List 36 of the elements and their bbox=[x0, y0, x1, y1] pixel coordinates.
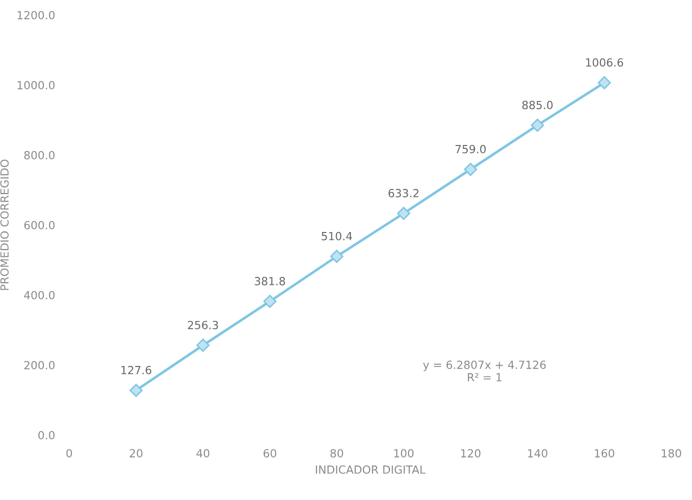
point bbox=[130, 384, 143, 397]
x-tick-label: 0 bbox=[66, 449, 72, 458]
data-label: 256.3 bbox=[188, 320, 218, 330]
point bbox=[397, 206, 410, 220]
point bbox=[530, 118, 544, 132]
data-label: 759.0 bbox=[456, 144, 486, 154]
data-label: 127.6 bbox=[121, 366, 152, 374]
x-tick-label: 160 bbox=[594, 449, 614, 458]
x-tick-label: 140 bbox=[528, 449, 548, 458]
y-axis-title: PROMEDIO CORREGIDO bbox=[0, 160, 9, 290]
x-tick-label: 40 bbox=[196, 449, 210, 458]
point bbox=[598, 76, 611, 90]
point bbox=[196, 338, 210, 352]
point bbox=[464, 162, 478, 176]
x-axis-title: INDICADOR DIGITAL bbox=[316, 465, 426, 474]
y-tick-label: 1000.0 bbox=[18, 80, 55, 90]
y-tick-label: 400.0 bbox=[24, 290, 55, 300]
point bbox=[330, 250, 344, 263]
data-label: 633.2 bbox=[388, 188, 418, 198]
x-tick-label: 180 bbox=[662, 449, 682, 458]
x-tick-label: 120 bbox=[461, 449, 480, 458]
data-label: 510.4 bbox=[322, 232, 352, 240]
data-label: 381.8 bbox=[254, 276, 286, 286]
data-label: 1006.6 bbox=[586, 58, 624, 67]
y-tick-label: 1200.0 bbox=[18, 10, 55, 20]
annotation: y = 6.2807x + 4.7126 R² = 1 bbox=[423, 360, 546, 382]
x-tick-label: 80 bbox=[330, 449, 344, 458]
x-tick-label: 100 bbox=[394, 449, 414, 458]
x-tick-label: 20 bbox=[130, 449, 142, 458]
data-label: 885.0 bbox=[522, 100, 553, 110]
y-tick-label: 0.0 bbox=[38, 430, 55, 440]
y-tick-label: 800.0 bbox=[24, 150, 55, 160]
x-tick-label: 60 bbox=[264, 449, 276, 458]
point bbox=[263, 294, 276, 308]
y-tick-label: 200.0 bbox=[24, 360, 55, 370]
y-tick-label: 600.0 bbox=[24, 220, 55, 230]
